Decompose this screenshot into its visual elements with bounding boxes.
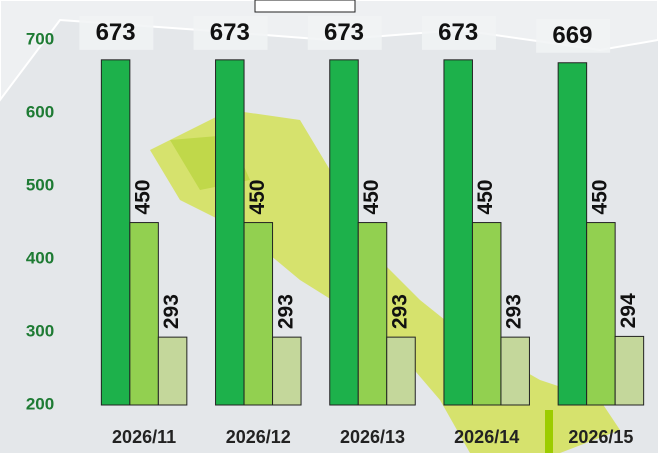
bar bbox=[243, 222, 274, 406]
data-label: 293 bbox=[389, 294, 412, 329]
data-label: 673 bbox=[324, 19, 364, 46]
data-label: 293 bbox=[503, 294, 526, 329]
y-tick-label: 500 bbox=[26, 176, 54, 195]
bar bbox=[129, 222, 159, 406]
bar bbox=[557, 62, 588, 406]
data-label: 450 bbox=[588, 180, 611, 215]
bar bbox=[329, 59, 359, 406]
map-label bbox=[254, 0, 356, 13]
x-tick-label: 2026/15 bbox=[568, 427, 633, 447]
data-label: 673 bbox=[438, 19, 478, 46]
data-label: 450 bbox=[360, 180, 383, 215]
bar bbox=[614, 335, 645, 406]
data-label-bg bbox=[193, 15, 268, 50]
data-label: 673 bbox=[210, 19, 250, 46]
bar bbox=[215, 59, 245, 406]
data-label: 450 bbox=[132, 180, 155, 215]
bar bbox=[357, 222, 388, 406]
data-label-bg bbox=[307, 15, 382, 50]
bar bbox=[500, 336, 530, 406]
x-tick-label: 2026/13 bbox=[340, 427, 405, 447]
data-label: 673 bbox=[96, 19, 136, 46]
data-label: 293 bbox=[160, 294, 183, 329]
map-marker bbox=[545, 410, 553, 453]
x-tick-label: 2026/11 bbox=[112, 427, 176, 447]
bar bbox=[586, 222, 616, 406]
data-label-bg bbox=[421, 15, 496, 50]
bar bbox=[272, 336, 302, 406]
y-tick-label: 200 bbox=[26, 394, 54, 413]
data-label: 450 bbox=[474, 180, 497, 215]
y-tick-label: 400 bbox=[26, 249, 54, 268]
x-tick-label: 2026/14 bbox=[454, 427, 519, 447]
bar bbox=[471, 222, 502, 406]
y-tick-label: 600 bbox=[26, 103, 54, 122]
bar bbox=[386, 336, 416, 406]
data-label: 294 bbox=[617, 293, 640, 328]
data-label: 669 bbox=[552, 22, 592, 49]
bar bbox=[443, 59, 473, 406]
bar bbox=[157, 336, 188, 406]
y-tick-label: 700 bbox=[26, 30, 54, 49]
data-label-bg bbox=[536, 18, 611, 53]
bar bbox=[100, 59, 131, 406]
y-tick-label: 300 bbox=[26, 322, 54, 341]
x-tick-label: 2026/12 bbox=[226, 427, 291, 447]
data-label: 293 bbox=[274, 294, 297, 329]
data-label-bg bbox=[79, 15, 154, 50]
data-label: 450 bbox=[246, 180, 269, 215]
